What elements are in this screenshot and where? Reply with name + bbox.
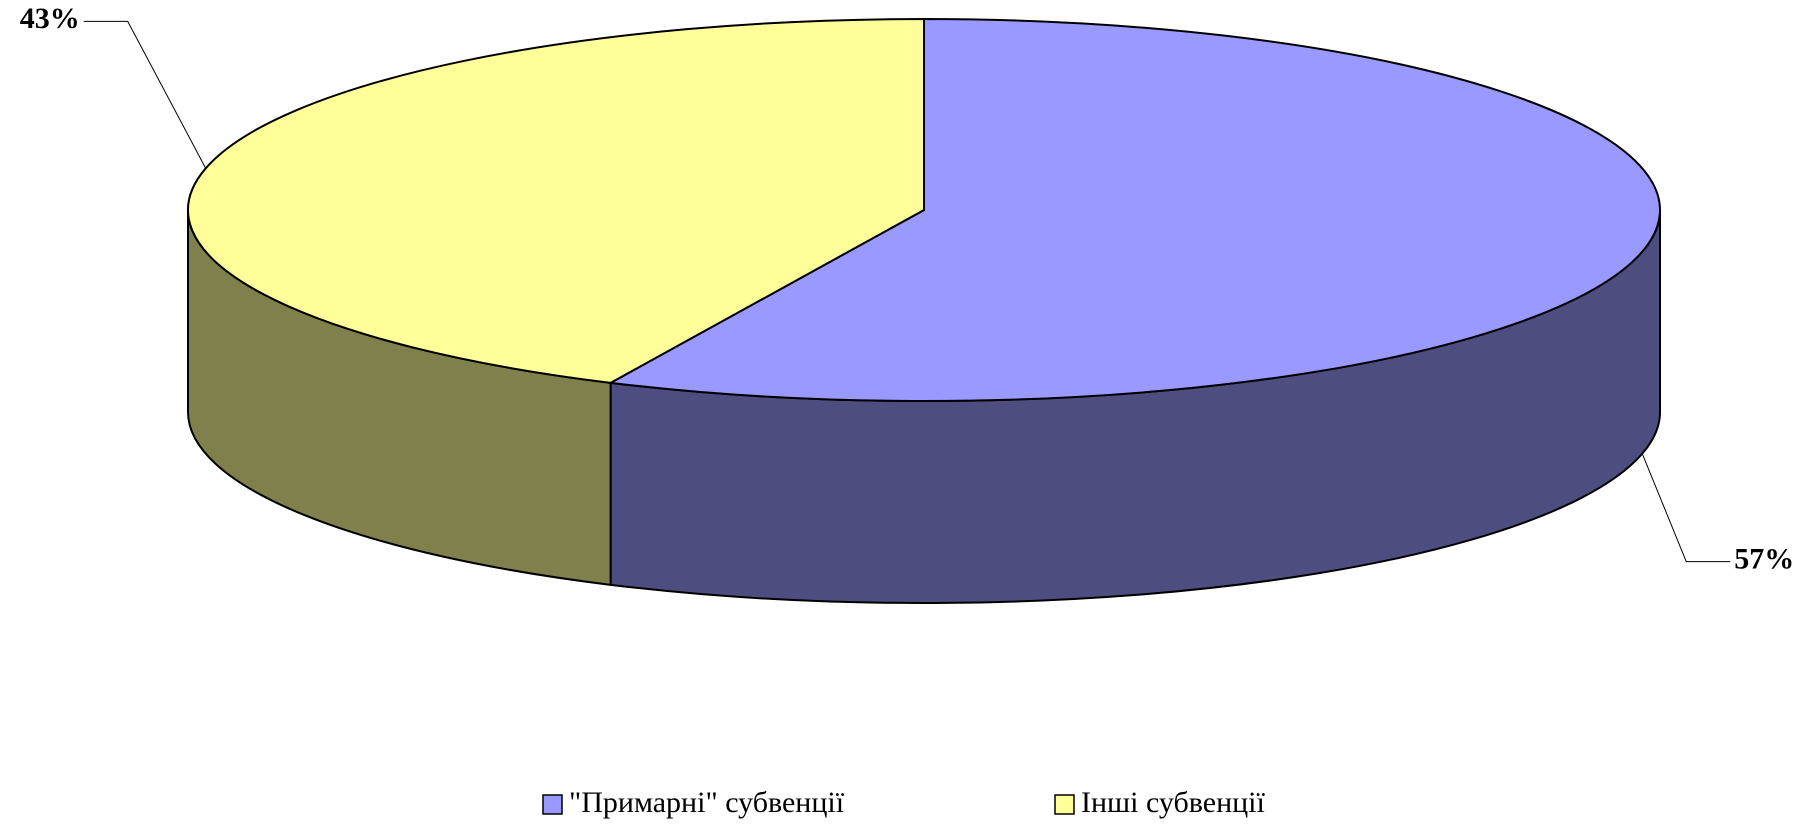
legend-swatch xyxy=(1054,794,1075,815)
data-label: 43% xyxy=(20,2,80,35)
leader-line xyxy=(83,20,207,169)
slice xyxy=(607,17,1661,402)
legend-label: "Примарні" субвенції xyxy=(569,786,845,819)
legend-swatch xyxy=(542,794,563,815)
data-label: 57% xyxy=(1734,543,1794,576)
legend-label: Інші субвенції xyxy=(1081,786,1266,819)
leader-line xyxy=(1641,453,1731,563)
